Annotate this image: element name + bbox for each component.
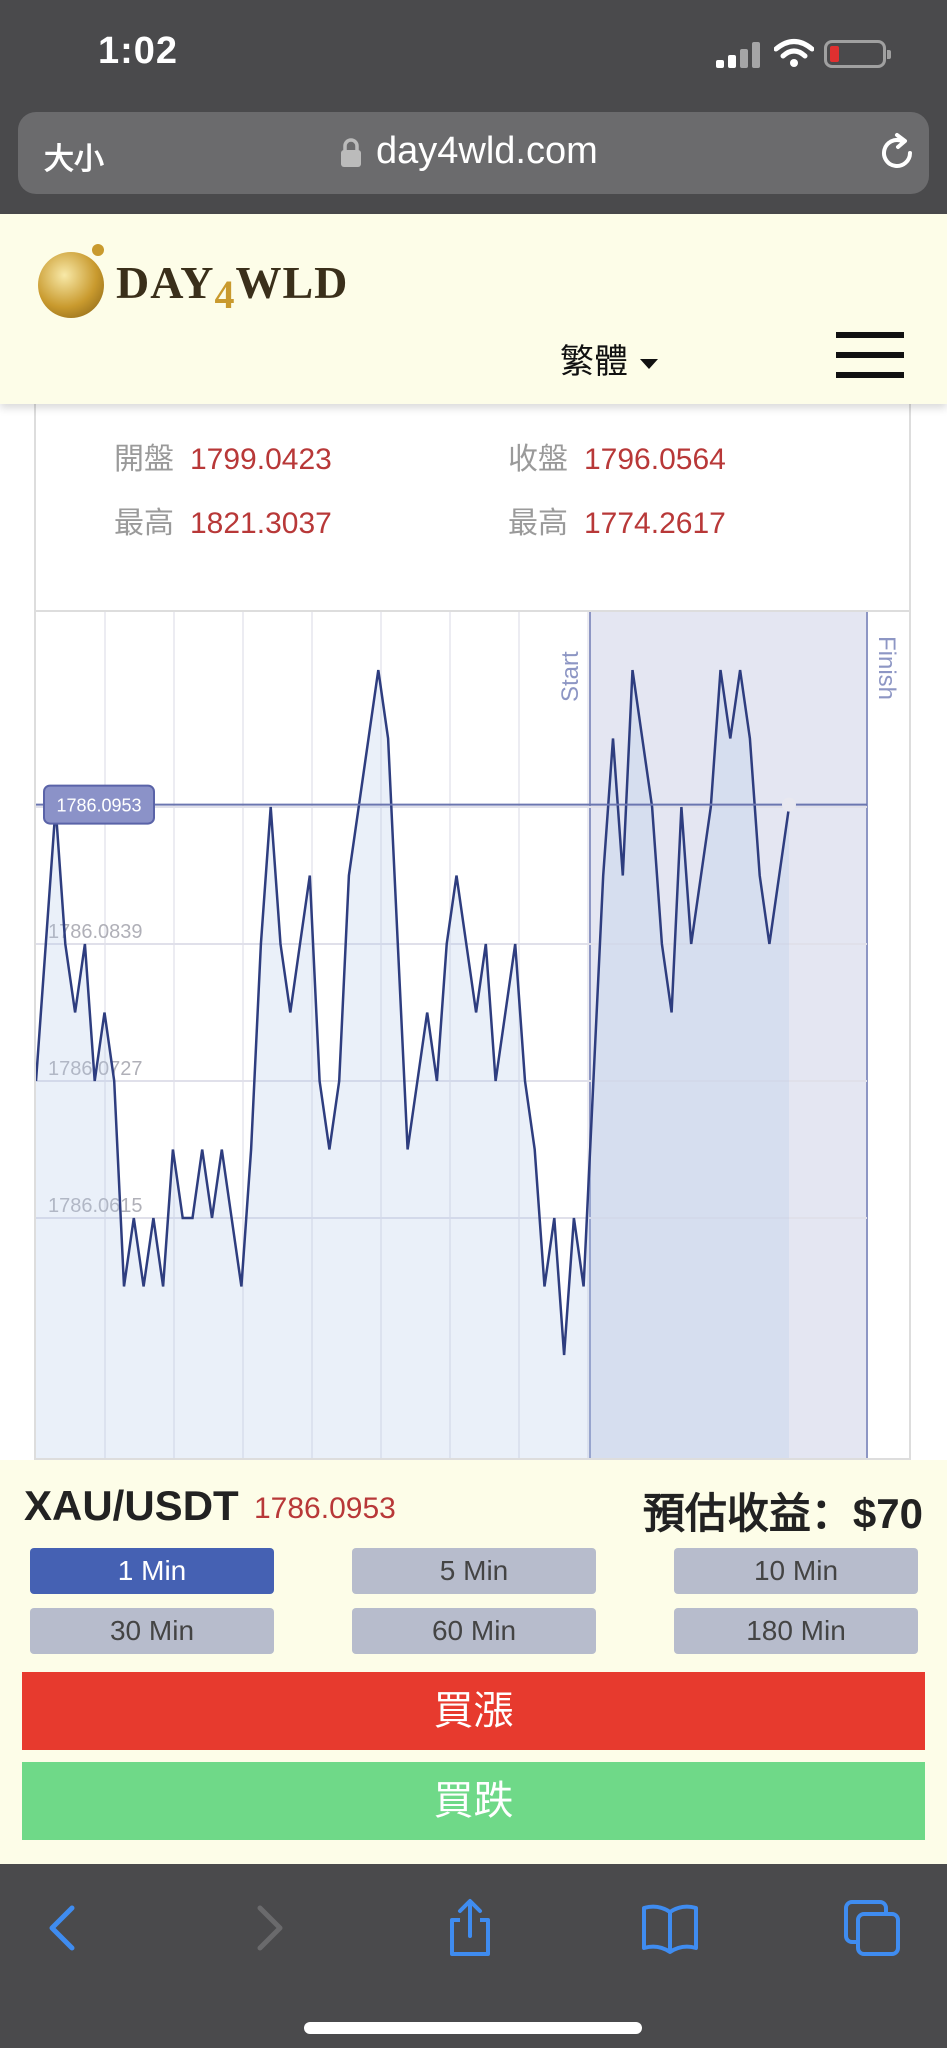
- current-price-tag-label: 1786.0953: [56, 796, 141, 816]
- ohlc-card: 開盤 1799.0423 收盤 1796.0564 最高 1821.3037 最高 17…: [34, 394, 911, 620]
- duration-30min-button[interactable]: 30 Min: [30, 1608, 274, 1654]
- language-select[interactable]: 繁體: [560, 334, 658, 383]
- cellular-signal-icon: [716, 42, 760, 68]
- lock-icon: [341, 138, 361, 167]
- current-price-dot: [782, 797, 796, 812]
- price-line: [36, 669, 791, 1356]
- caret-down-icon: [640, 359, 658, 370]
- share-icon[interactable]: [440, 1898, 500, 1958]
- high-stat: 最高 1821.3037: [114, 507, 332, 540]
- hamburger-menu-icon[interactable]: [836, 332, 904, 378]
- trading-pair: XAU/USDT: [24, 1482, 239, 1529]
- tabs-icon[interactable]: [842, 1898, 902, 1958]
- page-content: 開盤 1799.0423 收盤 1796.0564 最高 1821.3037 最高 17…: [0, 394, 947, 1460]
- close-stat: 收盤 1796.0564: [508, 443, 726, 476]
- back-icon[interactable]: [34, 1898, 94, 1958]
- estimated-payout: 預估收益：$70: [642, 1490, 923, 1537]
- finish-label: Finish: [873, 636, 900, 700]
- duration-10min-button[interactable]: 10 Min: [674, 1548, 918, 1594]
- current-price: 1786.0953: [254, 1492, 396, 1525]
- url-text[interactable]: day4wld.com: [376, 130, 598, 172]
- status-bar: 1:02: [0, 0, 947, 108]
- buy-down-button[interactable]: 買跌: [22, 1762, 925, 1840]
- battery-icon: [824, 40, 891, 68]
- home-indicator: [304, 2022, 642, 2034]
- duration-1min-button[interactable]: 1 Min: [30, 1548, 274, 1594]
- trade-panel: XAU/USDT 1786.0953 預估收益：$70 1 Min 5 Min …: [0, 1460, 947, 1864]
- wifi-icon: [774, 39, 814, 67]
- forward-icon[interactable]: [238, 1898, 298, 1958]
- site-logo[interactable]: DAY4WLD: [116, 257, 349, 317]
- open-stat: 開盤 1799.0423: [114, 443, 332, 476]
- status-time: 1:02: [98, 30, 179, 72]
- duration-180min-button[interactable]: 180 Min: [674, 1608, 918, 1654]
- price-chart[interactable]: 1786.09511786.08391786.07271786.06151786…: [34, 610, 911, 1460]
- site-header: DAY4WLD 繁體: [0, 214, 947, 404]
- address-bar[interactable]: 大小 day4wld.com: [18, 112, 929, 194]
- y-tick-label: 1786.0839: [48, 921, 143, 943]
- buy-up-button[interactable]: 買漲: [22, 1672, 925, 1750]
- low-stat: 最高 1774.2617: [508, 507, 726, 540]
- betting-zone-shade: [590, 612, 867, 1458]
- start-label: Start: [557, 651, 584, 702]
- browser-toolbar: [0, 1864, 947, 2048]
- current-price-tag: [43, 784, 155, 825]
- logo-emblem-icon[interactable]: [38, 244, 104, 318]
- duration-60min-button[interactable]: 60 Min: [352, 1608, 596, 1654]
- reload-icon[interactable]: [876, 132, 918, 174]
- price-area: [36, 670, 789, 1458]
- text-size-button[interactable]: 大小: [44, 143, 104, 176]
- bookmarks-icon[interactable]: [640, 1898, 700, 1958]
- duration-5min-button[interactable]: 5 Min: [352, 1548, 596, 1594]
- price-chart-svg: 1786.09511786.08391786.07271786.06151786…: [36, 612, 900, 1458]
